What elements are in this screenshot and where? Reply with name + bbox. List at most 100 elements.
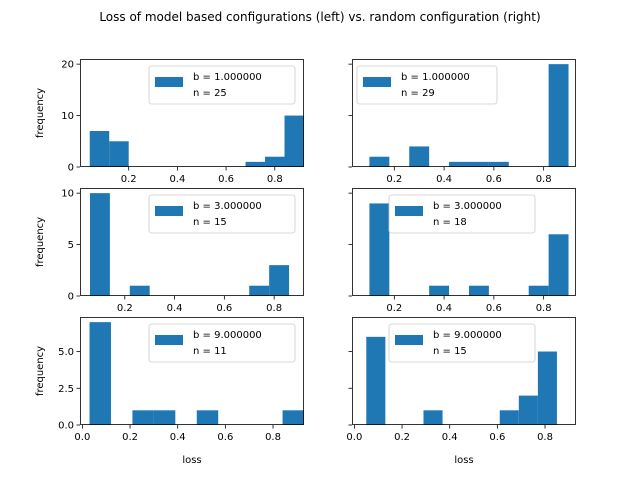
x-tick-label: 0.2 xyxy=(121,174,137,185)
histogram-bar xyxy=(282,410,304,425)
legend-swatch xyxy=(155,206,183,216)
legend-label-n: n = 15 xyxy=(433,346,467,357)
x-tick-label: 0.6 xyxy=(486,303,502,314)
legend-label-n: n = 11 xyxy=(193,346,227,357)
x-tick-label: 0.8 xyxy=(265,432,281,443)
histogram-bar xyxy=(196,410,219,425)
legend-label-n: n = 25 xyxy=(193,88,227,99)
y-axis-label: frequency xyxy=(35,88,46,138)
legend-swatch xyxy=(155,335,183,345)
histogram-bar xyxy=(129,285,150,296)
legend-label-b: b = 1.000000 xyxy=(193,72,262,83)
histogram-bar xyxy=(89,193,110,296)
panel-r1-c0: 0.2 0.4 0.6 0.8 0 5 10 frequency b = 3.000000 n … xyxy=(35,188,304,314)
legend-label-b: b = 3.000000 xyxy=(433,201,502,212)
histogram-bar xyxy=(537,351,557,425)
x-tick-label: 0.8 xyxy=(537,432,553,443)
legend: b = 3.000000 n = 18 xyxy=(388,194,536,234)
x-tick-label: 0.6 xyxy=(218,174,234,185)
x-tick-label: 0.6 xyxy=(217,432,233,443)
histogram-bar xyxy=(369,203,390,296)
y-tick-label: 0 xyxy=(68,292,74,303)
axes-frame xyxy=(352,188,576,296)
histogram-bar xyxy=(109,141,129,167)
x-tick-label: 0.4 xyxy=(436,174,452,185)
x-tick-label: 0.8 xyxy=(266,303,282,314)
panel-r2-c0: 0.0 0.2 0.4 0.6 0.8 0.0 2.5 5.0 frequency loss b =… xyxy=(35,317,304,466)
x-tick-label: 0.8 xyxy=(536,174,552,185)
histogram-bar xyxy=(468,161,489,167)
y-tick-label: 2.5 xyxy=(58,384,74,395)
legend-swatch xyxy=(363,77,391,87)
histogram-bar xyxy=(423,410,443,425)
x-tick-label: 0.8 xyxy=(536,303,552,314)
axes-frame xyxy=(80,317,304,425)
legend-label-b: b = 3.000000 xyxy=(193,201,262,212)
legend-label-n: n = 15 xyxy=(193,217,227,228)
x-axis-label: loss xyxy=(182,455,201,466)
panel-r0-c1: 0.2 0.4 0.6 0.8 b = 1.000000 n = 29 xyxy=(348,59,576,185)
histogram-bar xyxy=(249,285,270,296)
x-tick-label: 0.2 xyxy=(394,432,410,443)
legend: b = 3.000000 n = 15 xyxy=(148,194,296,234)
histogram-bar xyxy=(89,131,110,167)
histogram-bar xyxy=(409,146,430,167)
histogram-bar xyxy=(284,115,304,167)
y-tick-label: 20 xyxy=(61,60,74,71)
histogram-bar xyxy=(89,322,111,425)
y-tick-label: 5.0 xyxy=(58,347,74,358)
x-tick-label: 0.0 xyxy=(74,432,90,443)
x-tick-label: 0.6 xyxy=(216,303,232,314)
histogram-bar xyxy=(429,285,450,296)
histogram-bar xyxy=(449,161,469,167)
axes-frame xyxy=(80,59,304,167)
panel-r1-c1: 0.2 0.4 0.6 0.8 b = 3.000000 n = 18 xyxy=(348,188,576,314)
y-tick-label: 0.0 xyxy=(58,421,74,432)
histogram-bar xyxy=(488,161,509,167)
y-axis-label: frequency xyxy=(35,346,46,396)
legend-label-n: n = 18 xyxy=(433,217,467,228)
axes-frame xyxy=(352,317,576,425)
legend: b = 9.000000 n = 11 xyxy=(148,323,296,363)
histogram-bar xyxy=(153,410,176,425)
histogram-bar xyxy=(369,156,390,167)
y-tick-label: 0 xyxy=(68,163,74,174)
x-tick-label: 0.8 xyxy=(267,174,283,185)
x-tick-label: 0.4 xyxy=(442,432,458,443)
histogram-bar xyxy=(548,234,569,296)
histogram-bar xyxy=(518,395,538,425)
legend-label-n: n = 29 xyxy=(401,88,435,99)
legend: b = 1.000000 n = 29 xyxy=(356,65,498,105)
y-tick-label: 10 xyxy=(61,111,74,122)
histogram-bar xyxy=(548,64,569,167)
x-tick-label: 0.2 xyxy=(386,174,402,185)
legend-box xyxy=(388,194,536,234)
legend-box xyxy=(356,65,498,105)
x-tick-label: 0.4 xyxy=(169,174,185,185)
histogram-bar xyxy=(269,265,290,296)
histogram-bar xyxy=(132,410,154,425)
x-tick-label: 0.4 xyxy=(167,303,183,314)
legend-label-b: b = 9.000000 xyxy=(193,330,262,341)
x-axis-label: loss xyxy=(454,455,473,466)
x-tick-label: 0.2 xyxy=(386,303,402,314)
legend-swatch xyxy=(395,335,423,345)
panel-r0-c0: 0.2 0.4 0.6 0.8 0 10 20 frequency b = 1.000000 n… xyxy=(35,59,304,185)
x-tick-label: 0.4 xyxy=(170,432,186,443)
legend-swatch xyxy=(395,206,423,216)
histogram-bar xyxy=(499,410,519,425)
legend-box xyxy=(148,323,296,363)
legend-label-b: b = 1.000000 xyxy=(401,72,470,83)
legend-label-b: b = 9.000000 xyxy=(433,330,502,341)
x-tick-label: 0.6 xyxy=(486,174,502,185)
y-axis-label: frequency xyxy=(35,217,46,267)
x-tick-label: 0.0 xyxy=(346,432,362,443)
histogram-bar xyxy=(366,336,386,425)
histogram-bar xyxy=(528,285,549,296)
y-tick-label: 10 xyxy=(61,189,74,200)
x-tick-label: 0.4 xyxy=(436,303,452,314)
legend: b = 9.000000 n = 15 xyxy=(388,323,536,363)
x-tick-label: 0.2 xyxy=(117,303,133,314)
axes-frame xyxy=(352,59,576,167)
